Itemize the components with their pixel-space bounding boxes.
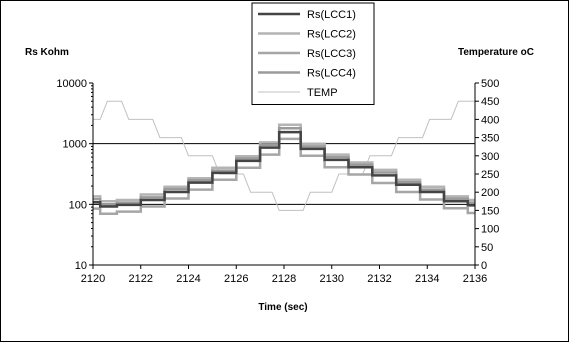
legend-label: Rs(LCC1) (307, 9, 356, 21)
x-tick-label: 2128 (272, 273, 296, 285)
y-left-tick-label: 1000 (63, 139, 87, 151)
y-right-tick-label: 200 (481, 187, 499, 199)
series-layer (93, 100, 475, 215)
y-right-tick-label: 300 (481, 151, 499, 163)
legend-label: Rs(LCC4) (307, 68, 356, 80)
x-tick-label: 2134 (415, 273, 439, 285)
legend-label: TEMP (307, 87, 338, 99)
series-line-rs-lcc3 (93, 137, 475, 215)
x-axis-title: Time (sec) (258, 302, 307, 313)
y-right-axis-title: Temperature oC (458, 47, 534, 58)
x-tick-label: 2136 (463, 273, 487, 285)
y-right-tick-label: 100 (481, 224, 499, 236)
y-right-tick-label: 50 (481, 242, 493, 254)
tick-labels: 2120 2122 2124 2126 2128 2130 2132 2134 2136 10 10… (56, 78, 499, 285)
x-tick-label: 2120 (81, 273, 105, 285)
series-line-rs-lcc1 (93, 130, 475, 208)
x-tick-label: 2124 (176, 273, 200, 285)
axes (89, 82, 479, 269)
x-tick-label: 2126 (224, 273, 248, 285)
y-right-tick-label: 450 (481, 96, 499, 108)
y-right-tick-label: 250 (481, 169, 499, 181)
grid-lines (93, 143, 475, 205)
series-line-rs-lcc2 (93, 123, 475, 203)
series-line-temp (93, 100, 475, 211)
y-left-tick-label: 10 (75, 260, 87, 272)
x-tick-label: 2122 (129, 273, 153, 285)
x-tick-label: 2132 (367, 273, 391, 285)
legend: Rs(LCC1) Rs(LCC2) Rs(LCC3) Rs(LCC4) TEMP (251, 2, 375, 105)
y-right-tick-label: 150 (481, 205, 499, 217)
y-right-tick-label: 0 (481, 260, 487, 272)
y-right-tick-label: 400 (481, 114, 499, 126)
y-left-tick-label: 100 (69, 199, 87, 211)
y-left-axis-title: Rs Kohm (25, 47, 69, 58)
y-left-tick-label: 10000 (56, 78, 87, 90)
y-right-tick-label: 350 (481, 133, 499, 145)
y-right-tick-label: 500 (481, 78, 499, 90)
legend-label: Rs(LCC3) (307, 48, 356, 60)
legend-label: Rs(LCC2) (307, 29, 356, 41)
x-tick-label: 2130 (320, 273, 344, 285)
